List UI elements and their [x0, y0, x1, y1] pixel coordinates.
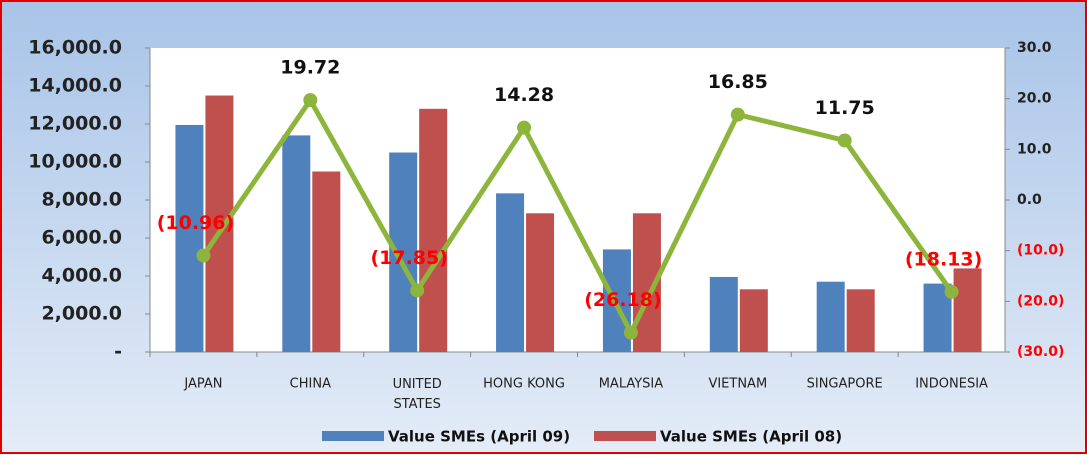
bar: [953, 268, 982, 352]
legend-swatch: [322, 431, 384, 441]
x-tick-label: MALAYSIA: [599, 377, 664, 392]
y-tick-label: 6,000.0: [41, 227, 122, 249]
bar: [205, 95, 234, 352]
y2-tick-label: (10.0): [1017, 243, 1064, 259]
data-label: 11.75: [815, 97, 875, 119]
y-tick-label: 16,000.0: [28, 37, 122, 59]
line-point: [410, 283, 425, 298]
bar: [282, 135, 311, 352]
data-label: 16.85: [708, 71, 768, 93]
line-point: [303, 93, 318, 108]
y-tick-label: -: [114, 341, 122, 363]
y-tick-label: 10,000.0: [28, 151, 122, 173]
bar: [739, 289, 768, 352]
y-tick-label: 12,000.0: [28, 113, 122, 135]
x-tick-label: SINGAPORE: [807, 377, 883, 392]
bar: [496, 193, 525, 352]
data-label: 14.28: [494, 84, 554, 106]
data-label: (10.96): [157, 212, 234, 234]
bar: [846, 289, 875, 352]
bar: [312, 171, 341, 352]
bar: [526, 213, 555, 352]
data-label: 19.72: [280, 57, 340, 79]
data-label: (26.18): [584, 289, 661, 311]
x-tick-label: INDONESIA: [915, 377, 988, 392]
line-series: [201, 95, 954, 339]
line-point: [517, 120, 532, 135]
y2-tick-label: 10.0: [1017, 141, 1052, 157]
y2-tick-label: (30.0): [1017, 344, 1064, 360]
bar: [419, 108, 448, 352]
x-tick-label: UNITED STATES: [393, 377, 442, 412]
y2-tick-label: (20.0): [1017, 293, 1064, 309]
y-tick-label: 4,000.0: [41, 265, 122, 287]
legend-swatch: [594, 431, 656, 441]
x-tick-label: CHINA: [290, 377, 331, 392]
y-tick-label: 2,000.0: [41, 303, 122, 325]
data-label: (18.13): [905, 248, 982, 270]
line-point: [730, 107, 745, 122]
y2-tick-label: 20.0: [1017, 91, 1052, 107]
y-tick-label: 14,000.0: [28, 75, 122, 97]
line-point: [196, 248, 211, 263]
x-tick-label: VIETNAM: [708, 377, 767, 392]
bar: [816, 281, 845, 352]
bar: [175, 124, 204, 352]
legend-label: Value SMEs (April 08): [660, 428, 842, 446]
y2-tick-label: 0.0: [1017, 192, 1042, 208]
data-label: (17.85): [370, 247, 447, 269]
y2-tick-label: 30.0: [1017, 40, 1052, 56]
line-point: [837, 133, 852, 148]
legend-label: Value SMEs (April 09): [388, 428, 570, 446]
y-tick-label: 8,000.0: [41, 189, 122, 211]
bar: [709, 276, 738, 352]
x-tick-label: JAPAN: [183, 377, 222, 392]
plot-area: [150, 48, 1005, 352]
line-point: [944, 284, 959, 299]
line-point: [623, 325, 638, 340]
x-tick-label: HONG KONG: [483, 377, 565, 392]
